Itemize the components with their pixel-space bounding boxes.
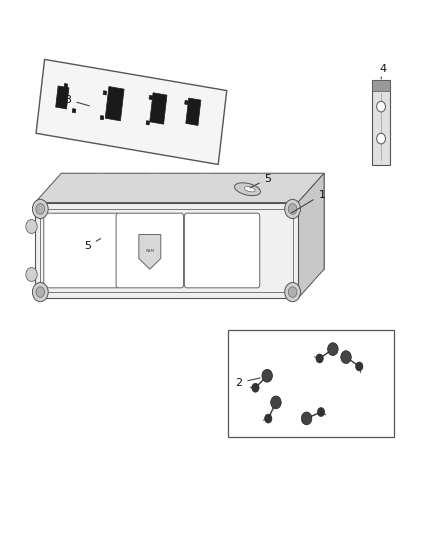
FancyBboxPatch shape [116,213,184,288]
Circle shape [317,408,325,416]
Text: 2: 2 [235,378,260,387]
Circle shape [252,383,259,392]
Circle shape [285,199,300,219]
Ellipse shape [100,235,110,240]
Polygon shape [64,84,67,88]
FancyBboxPatch shape [44,213,119,288]
Circle shape [262,369,272,382]
Circle shape [285,282,300,302]
Polygon shape [61,173,324,269]
Text: 1: 1 [291,190,325,213]
Circle shape [356,362,363,371]
Polygon shape [56,86,69,109]
Circle shape [36,204,45,214]
Bar [372,80,390,91]
Text: 5: 5 [250,174,272,188]
Circle shape [316,354,323,363]
Bar [228,330,394,437]
Circle shape [271,396,281,409]
Text: 4: 4 [380,64,387,79]
Circle shape [377,133,385,144]
Circle shape [26,268,37,281]
Ellipse shape [234,183,261,196]
Polygon shape [150,93,167,124]
Circle shape [36,287,45,297]
Circle shape [288,204,297,214]
Polygon shape [186,98,201,125]
Polygon shape [146,120,149,125]
Polygon shape [35,203,298,298]
Circle shape [377,101,385,112]
Text: RAM: RAM [145,248,154,253]
Polygon shape [100,116,104,120]
Bar [372,80,390,165]
Circle shape [341,351,351,364]
Polygon shape [185,100,188,104]
Circle shape [328,343,338,356]
Polygon shape [35,173,324,203]
Ellipse shape [90,231,116,244]
Circle shape [32,282,48,302]
Ellipse shape [244,187,255,192]
FancyBboxPatch shape [184,213,260,288]
Circle shape [301,412,312,425]
Polygon shape [105,86,124,121]
Polygon shape [149,95,152,100]
Polygon shape [103,91,106,95]
Polygon shape [72,109,76,113]
Polygon shape [139,235,161,269]
Polygon shape [36,59,227,165]
Circle shape [26,220,37,233]
Circle shape [288,287,297,297]
Circle shape [265,414,272,423]
Circle shape [32,199,48,219]
Polygon shape [298,173,324,298]
Text: 3: 3 [64,95,89,106]
Text: 5: 5 [84,239,101,251]
